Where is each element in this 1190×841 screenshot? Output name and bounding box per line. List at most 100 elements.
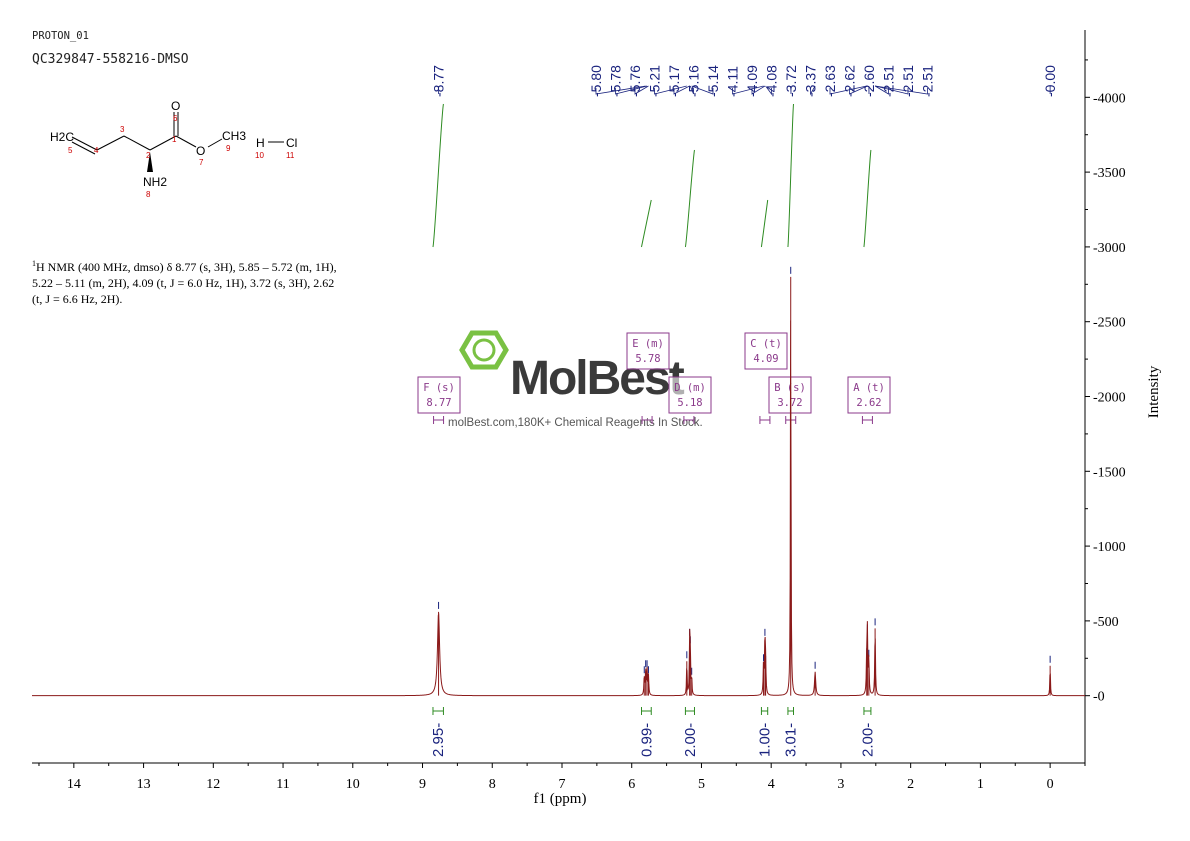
x-tick-label: 0	[1047, 777, 1054, 792]
integral-curve	[640, 199, 652, 248]
peak-label-leader	[810, 85, 816, 96]
peak-shift-label: -5.80	[588, 65, 604, 97]
multiplet-id: D (m)	[674, 382, 706, 394]
peak-label-leader	[849, 85, 868, 95]
x-tick-label: 7	[558, 777, 565, 792]
peak-shift-label: -2.51	[920, 65, 936, 97]
y-tick-label: -1000	[1093, 540, 1126, 555]
x-tick-label: 14	[67, 777, 81, 792]
multiplet-shift: 2.62	[856, 397, 881, 409]
integral-value: 3.01-	[783, 723, 800, 757]
peak-label-leader	[654, 85, 687, 95]
x-tick-label: 1	[977, 777, 984, 792]
atom-number-3: 3	[120, 125, 125, 134]
peak-shift-label: -2.62	[842, 65, 858, 97]
x-axis-ticks: 14 13 12 11 10 9 8 7 6 5 4 3 2 1 0	[38, 763, 1086, 792]
isotope-superscript: 1	[32, 259, 36, 268]
nmr-description: 1H NMR (400 MHz, dmso) δ 8.77 (s, 3H), 5…	[32, 256, 402, 307]
peak-shift-label: -5.17	[666, 65, 682, 97]
peak-shift-label: -5.78	[608, 65, 624, 97]
multiplet-box	[626, 332, 670, 370]
atom-number-11: 11	[286, 151, 295, 160]
peak-label-leader	[691, 85, 714, 95]
peak-label-leader	[615, 85, 648, 95]
x-tick-label: 2	[907, 777, 914, 792]
peak-shift-label: -4.11	[725, 66, 741, 97]
atom-number-2: 2	[146, 151, 151, 160]
hexagon-logo-icon	[459, 330, 509, 370]
y-axis-label: Intensity	[1146, 365, 1162, 418]
peak-shift-label: -2.63	[822, 65, 838, 97]
multiplet-shift: 5.78	[635, 353, 660, 365]
y-tick-label: -4000	[1093, 91, 1126, 106]
watermark-tagline: molBest.com,180K+ Chemical Reagents In S…	[448, 417, 703, 429]
atom-carbonyl-oxygen: O	[171, 99, 180, 113]
peak-shift-label: -5.16	[686, 65, 702, 97]
atom-number-7: 7	[199, 158, 204, 167]
peak-shift-label: -5.21	[647, 65, 663, 97]
multiplet-box	[847, 376, 891, 414]
integral-value: 2.00-	[682, 723, 699, 757]
peak-shift-label: -3.72	[783, 65, 799, 97]
x-tick-label: 9	[419, 777, 426, 792]
integral-value: 2.95-	[430, 723, 447, 757]
atom-number-8: 8	[146, 190, 151, 199]
x-tick-label: 10	[346, 777, 360, 792]
multiplet-box	[744, 332, 788, 370]
atom-hydrogen: H	[256, 136, 265, 150]
multiplet-shift: 4.09	[753, 353, 778, 365]
atom-number-10: 10	[255, 151, 264, 160]
y-axis-ticks: -0 -500 -1000 -1500 -2000 -2500 -3000 -3500 -400…	[1085, 59, 1126, 705]
atom-number-6: 6	[173, 114, 178, 123]
multiplet-id: F (s)	[423, 382, 455, 394]
integral-value: 0.99-	[638, 723, 655, 757]
spectrum-trace	[32, 276, 1085, 697]
peak-shift-label: -8.77	[431, 65, 447, 97]
peak-label-leader	[875, 85, 909, 95]
peak-shift-label: -5.76	[627, 65, 643, 97]
y-tick-label: -1500	[1093, 465, 1126, 480]
integral-curve	[863, 149, 872, 248]
y-tick-label: -2000	[1093, 391, 1126, 406]
x-tick-label: 13	[137, 777, 151, 792]
integral-curve	[432, 103, 444, 248]
y-tick-label: -3500	[1093, 166, 1126, 181]
integral-curve	[760, 199, 769, 248]
peak-label-leader	[829, 85, 867, 95]
experiment-name: PROTON_01	[32, 30, 89, 42]
multiplet-id: C (t)	[750, 338, 782, 350]
description-line-2: 5.22 – 5.11 (m, 2H), 4.09 (t, J = 6.0 Hz…	[32, 276, 335, 290]
molecule-structure: H2C O O CH3 NH2 H Cl 1 2 3 4 5 6 7 8 9 1…	[50, 99, 297, 199]
y-tick-label: -2500	[1093, 316, 1126, 331]
multiplet-id: E (m)	[632, 338, 664, 350]
benzene-ring-icon	[472, 338, 496, 362]
peak-label-leader	[874, 85, 889, 95]
x-tick-label: 8	[489, 777, 496, 792]
sample-name: QC329847-558216-DMSO	[32, 52, 189, 67]
integral-curve	[787, 103, 795, 248]
multiplet-box	[668, 376, 712, 414]
x-tick-label: 5	[698, 777, 705, 792]
description-line-1: H NMR (400 MHz, dmso) δ 8.77 (s, 3H), 5.…	[36, 260, 337, 274]
x-tick-label: 11	[276, 777, 289, 792]
peak-label-leader	[689, 85, 694, 95]
multiplet-id: A (t)	[853, 382, 885, 394]
atom-ester-oxygen: O	[196, 144, 205, 158]
multiplet-shift: 5.18	[677, 397, 702, 409]
integral-value: 1.00-	[757, 723, 774, 757]
peak-label-leader	[673, 85, 690, 95]
atom-chlorine: Cl	[286, 136, 297, 150]
integral-curve	[684, 149, 695, 248]
y-tick-label: -500	[1093, 615, 1119, 630]
x-tick-label: 3	[837, 777, 844, 792]
description-line-3: (t, J = 6.6 Hz, 2H).	[32, 292, 123, 306]
integral-curves: 2.95- 0.99- 2.00- 1.00- 3.01- 2.00-	[430, 103, 876, 757]
x-tick-label: 6	[628, 777, 635, 792]
peak-label-leader	[634, 85, 649, 95]
peak-label-leader	[751, 85, 766, 95]
peak-shift-label: -4.09	[744, 65, 760, 97]
peak-shift-label: -2.60	[861, 65, 877, 97]
peak-label-leader	[765, 85, 772, 96]
integral-value: 2.00-	[859, 723, 876, 757]
